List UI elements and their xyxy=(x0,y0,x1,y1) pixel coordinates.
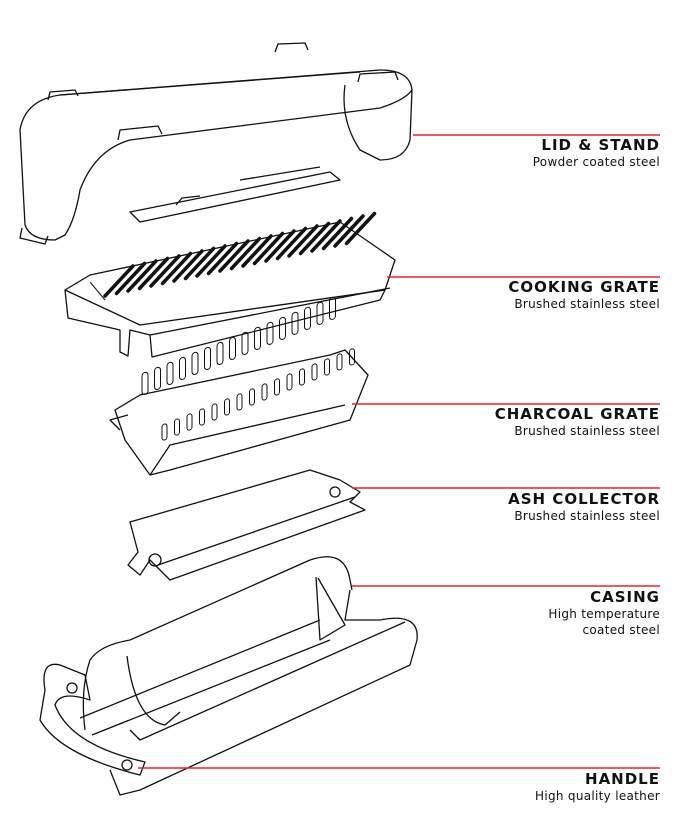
grate-bar xyxy=(195,244,227,278)
charcoal-slot xyxy=(161,423,168,441)
grate-bar xyxy=(252,231,285,266)
charcoal-slot xyxy=(286,373,293,391)
grate-bar xyxy=(218,239,250,273)
charcoal-slot xyxy=(274,378,280,396)
grate-bar xyxy=(229,236,262,271)
part-material: High temperature xyxy=(548,607,660,621)
grate-bar xyxy=(103,264,135,298)
label-charcoal-grate: CHARCOAL GRATE Brushed stainless steel xyxy=(495,406,660,439)
charcoal-slot xyxy=(324,358,330,376)
grate-bar xyxy=(206,241,239,276)
charcoal-slot xyxy=(179,356,186,380)
charcoal-slot xyxy=(299,368,305,386)
grate-bar xyxy=(333,214,365,248)
charcoal-slot xyxy=(279,316,286,340)
grate-bar xyxy=(114,261,147,296)
charcoal-slot xyxy=(336,353,343,371)
grate-bar xyxy=(298,221,331,256)
grate-bar xyxy=(241,234,273,268)
charcoal-slot xyxy=(249,388,255,406)
label-cooking-grate: COOKING GRATE Brushed stainless steel xyxy=(508,279,660,312)
ash-collector-drawing xyxy=(127,469,366,581)
part-title: CASING xyxy=(590,588,660,606)
charcoal-slot xyxy=(224,398,230,416)
part-material: Brushed stainless steel xyxy=(514,297,660,311)
charcoal-slot xyxy=(166,361,174,385)
charcoal-slot xyxy=(316,301,324,325)
charcoal-slot xyxy=(154,366,161,390)
grate-bar xyxy=(287,224,319,258)
part-material: Powder coated steel xyxy=(532,155,660,169)
charcoal-slot xyxy=(141,371,149,395)
label-ash-collector: ASH COLLECTOR Brushed stainless steel xyxy=(508,491,660,524)
leader-lines xyxy=(138,134,660,769)
charcoal-slot xyxy=(241,331,249,355)
charcoal-slot xyxy=(204,346,211,370)
part-title: COOKING GRATE xyxy=(508,278,660,296)
part-material: Brushed stainless steel xyxy=(514,424,660,438)
charcoal-slot xyxy=(236,393,243,411)
charcoal-slot xyxy=(254,326,261,350)
charcoal-slot xyxy=(191,351,199,375)
part-title: ASH COLLECTOR xyxy=(508,490,660,508)
grate-bar xyxy=(160,251,193,286)
label-handle: HANDLE High quality leather xyxy=(535,771,660,804)
grate-bar xyxy=(321,216,354,251)
part-title: LID & STAND xyxy=(541,136,660,154)
grate-bar xyxy=(275,226,308,261)
charcoal-slot xyxy=(311,363,318,381)
charcoal-slot xyxy=(216,341,224,365)
charcoal-slot xyxy=(261,383,268,401)
part-material: coated steel xyxy=(582,623,660,637)
grate-bar xyxy=(172,249,204,283)
grate-bar xyxy=(137,256,170,291)
charcoal-slot xyxy=(186,413,193,431)
charcoal-slot xyxy=(349,348,355,366)
charcoal-grate-drawing xyxy=(109,296,369,476)
grate-bar xyxy=(310,219,342,253)
cooking-grate-drawing xyxy=(64,211,396,358)
charcoal-slot xyxy=(266,321,274,345)
charcoal-slot xyxy=(291,311,299,335)
grate-bar xyxy=(126,259,158,293)
part-material: Brushed stainless steel xyxy=(514,509,660,523)
charcoal-slot xyxy=(329,296,336,320)
charcoal-slot xyxy=(199,408,205,426)
part-title: HANDLE xyxy=(585,770,660,788)
part-material: High quality leather xyxy=(535,789,660,803)
charcoal-slot xyxy=(304,306,311,330)
charcoal-slot xyxy=(174,418,180,436)
charcoal-slot xyxy=(211,403,218,421)
label-casing: CASING High temperature coated steel xyxy=(548,589,660,638)
casing-drawing xyxy=(39,556,418,796)
label-lid-stand: LID & STAND Powder coated steel xyxy=(533,137,660,170)
charcoal-slot xyxy=(229,336,236,360)
grate-bar xyxy=(183,246,216,281)
grate-bar xyxy=(344,211,377,246)
grate-bar xyxy=(149,254,181,288)
grate-bar xyxy=(264,229,296,263)
part-title: CHARCOAL GRATE xyxy=(494,405,660,423)
lid-stand-drawing xyxy=(19,42,413,245)
